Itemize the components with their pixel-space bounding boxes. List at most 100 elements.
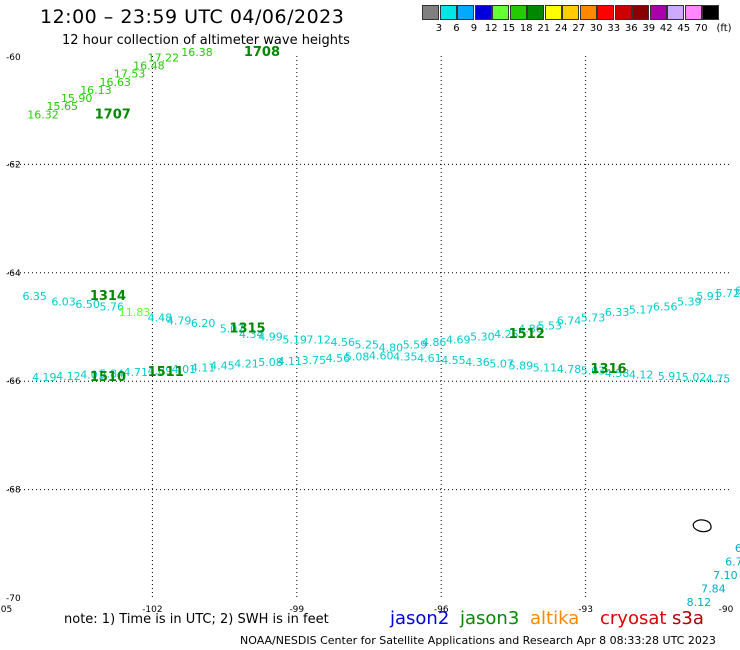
wave-height-value: 4.99 xyxy=(258,331,283,344)
legend-swatch xyxy=(597,5,614,20)
mission-jason2: jason2 xyxy=(390,608,450,629)
wave-height-value: 6.50 xyxy=(75,298,100,311)
wave-height-value: 5.07 xyxy=(220,322,245,335)
wave-height-value: 4.75 xyxy=(706,372,731,385)
wave-height-value: 16.48 xyxy=(133,60,165,73)
wave-height-value: 4.80 xyxy=(379,341,404,354)
wave-height-value: 7.84 xyxy=(701,583,726,596)
wave-height-value: 17.53 xyxy=(114,68,146,81)
lon-tick-label: -90 xyxy=(719,605,734,615)
legend-label: 24 xyxy=(554,23,568,34)
wave-height-value: 6.74 xyxy=(557,314,582,327)
legend-swatch xyxy=(439,5,457,20)
wave-height-value: 5.73 xyxy=(581,312,606,325)
track-id-label: 1316 xyxy=(590,362,626,377)
lon-tick-label: -105 xyxy=(0,605,12,615)
wave-height-value: 7.12 xyxy=(306,333,331,346)
wave-height-value: 4.35 xyxy=(393,351,418,364)
legend-swatch xyxy=(614,5,632,20)
track-id-label: 1314 xyxy=(90,289,126,304)
wave-height-value: 4.45 xyxy=(210,359,235,372)
legend-label: 6 xyxy=(453,23,460,34)
lon-tick-label: -99 xyxy=(289,605,304,615)
wave-height-value: 3.75 xyxy=(302,354,327,367)
island-outline xyxy=(692,519,712,533)
legend-label: 36 xyxy=(624,23,638,34)
wave-height-value: 5.91 xyxy=(696,290,721,303)
mission-jason3: jason3 xyxy=(460,608,520,629)
footer-credit: NOAA/NESDIS Center for Satellite Applica… xyxy=(240,634,716,647)
legend-swatch xyxy=(562,5,579,20)
legend-label: 42 xyxy=(659,23,673,34)
wave-height-value: 4.60 xyxy=(369,350,394,363)
legend-swatch xyxy=(649,5,667,20)
wave-height-value: 5.11 xyxy=(533,361,558,374)
wave-height-value: 5.76 xyxy=(99,301,124,314)
legend-label: 21 xyxy=(537,23,551,34)
wave-height-value: 5.08 xyxy=(345,351,370,364)
track-id-label: 1707 xyxy=(95,107,131,122)
legend-swatch xyxy=(579,5,597,20)
lon-tick-label: -93 xyxy=(578,605,593,615)
lon-tick-label: -102 xyxy=(142,605,162,615)
footer-note: note: 1) Time is in UTC; 2) SWH is in fe… xyxy=(64,612,329,627)
legend-swatch xyxy=(632,5,649,20)
wave-height-value: 16.38 xyxy=(181,46,213,59)
legend-swatch xyxy=(544,5,562,20)
wave-height-value: 4.11 xyxy=(278,355,303,368)
wave-height-value: 4.01 xyxy=(80,368,105,381)
wave-height-value: 4.34 xyxy=(239,328,263,341)
legend-label: 3 xyxy=(435,23,443,34)
wave-height-value: 4.86 xyxy=(518,322,543,335)
legend-swatch xyxy=(457,5,474,20)
observation-labels: 16.3215.6515.9016.1316.6317.5316.4817.22… xyxy=(22,46,740,609)
wave-height-value: 4.11 xyxy=(191,361,216,374)
wave-height-value: 4.89 xyxy=(148,365,173,378)
wave-height-value: 4.56 xyxy=(330,336,355,349)
mission-altika: altika xyxy=(530,608,580,629)
lat-tick-label: -68 xyxy=(6,486,21,496)
wave-height-value: 5.17 xyxy=(629,303,654,316)
coastline xyxy=(692,519,712,533)
page-title: 12:00 – 23:59 UTC 04/06/2023 xyxy=(40,6,345,28)
track-id-label: 1315 xyxy=(229,321,265,336)
lon-tick-label: -96 xyxy=(434,605,449,615)
wave-height-value: 5.30 xyxy=(470,331,495,344)
track-id-label: 1511 xyxy=(148,365,184,380)
legend-swatch xyxy=(492,5,509,20)
legend-swatch xyxy=(422,5,439,20)
legend-swatch xyxy=(509,5,527,20)
lat-lon-grid: -105 -102 -99 -96 -93 -90 -60 -62 -64 -66 -68 -70 xyxy=(0,53,734,615)
legend-label: 18 xyxy=(519,23,533,34)
wave-height-value: 6.03 xyxy=(51,295,76,308)
wave-height-value: 6.33 xyxy=(605,306,630,319)
wave-height-value: 5.07 xyxy=(489,358,514,371)
wave-height-value: 5.59 xyxy=(403,339,428,352)
page-subtitle: 12 hour collection of altimeter wave hei… xyxy=(62,33,350,48)
track-id-label: 1512 xyxy=(509,327,545,342)
legend-label: 12 xyxy=(484,23,498,34)
wave-height-value: 5.39 xyxy=(677,295,702,308)
wave-height-value: 5.08 xyxy=(258,356,283,369)
wave-height-value: 6.77 xyxy=(725,555,740,568)
legend-swatch xyxy=(527,5,544,20)
lat-tick-label: -70 xyxy=(6,594,21,604)
legend-label: 9 xyxy=(470,23,478,34)
wave-height-value: 4.58 xyxy=(605,367,630,380)
wave-height-value: 15.90 xyxy=(61,92,93,105)
wave-height-value: 5.19 xyxy=(282,333,307,346)
legend-swatch xyxy=(474,5,492,20)
wave-height-value: 4.78 xyxy=(557,363,582,376)
wave-height-value: 11.83 xyxy=(119,306,151,319)
mission-cryosat: cryosat xyxy=(600,608,667,629)
mission-s3a: s3a xyxy=(672,608,704,629)
wave-height-value: 5.72 xyxy=(716,287,740,300)
wave-height-value: 6.20 xyxy=(191,317,216,330)
wave-height-value: 4.12 xyxy=(56,370,80,383)
wave-height-value: 4.69 xyxy=(446,333,471,346)
wave-height-value: 4.79 xyxy=(167,314,192,327)
legend-swatch xyxy=(702,5,719,20)
legend-label: 45 xyxy=(677,23,691,34)
wave-height-value: 4.12 xyxy=(629,368,654,381)
